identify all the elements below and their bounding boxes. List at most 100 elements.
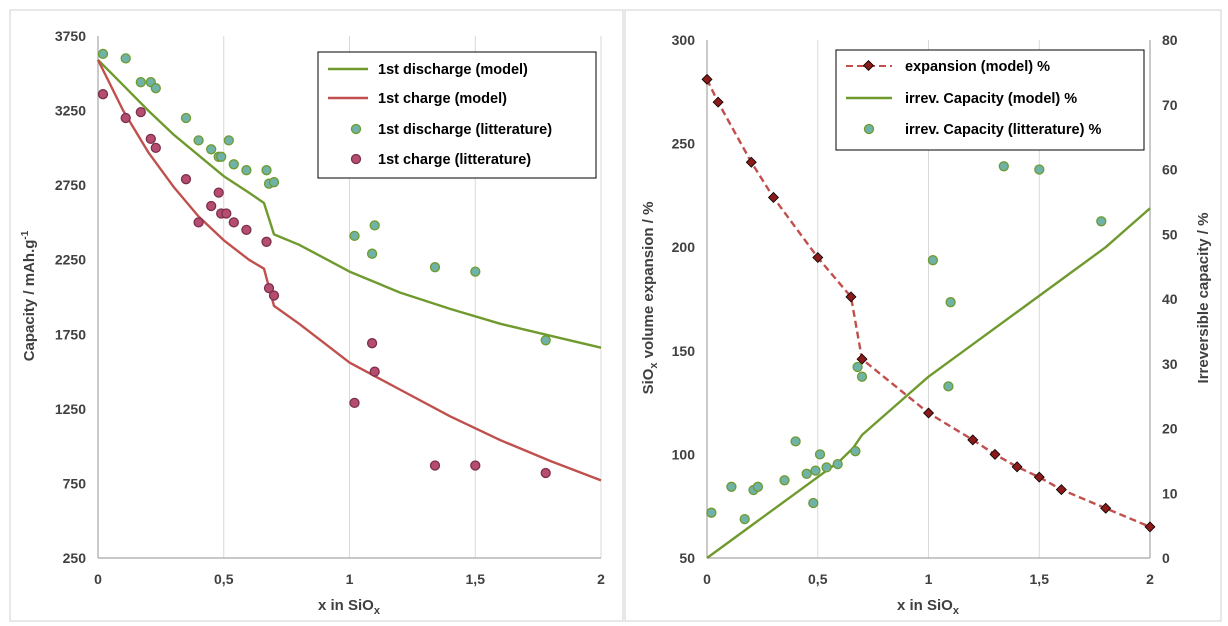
- legend-entry-1st-charge-model: 1st charge (model): [328, 91, 507, 107]
- scatter-point: [206, 200, 217, 212]
- scatter-point: [1096, 216, 1107, 227]
- y-tick-label: 3750: [55, 28, 86, 44]
- legend-entry-1st-charge-litterature: 1st charge (litterature): [350, 152, 531, 168]
- scatter-point: [540, 335, 551, 346]
- series-line-1: [96, 59, 602, 482]
- expansion-chart: 0 0,5 1 1,5 25010015020025030001020304050607…: [640, 32, 1212, 617]
- scatter-point: [832, 458, 843, 470]
- scatter-point: [1034, 164, 1045, 175]
- diamond-marker: [812, 252, 824, 264]
- y2-tick-label: 30: [1162, 356, 1178, 372]
- scatter-point: [821, 462, 832, 473]
- capacity-chart-lines: [96, 59, 602, 482]
- y-tick-label: 2750: [55, 177, 86, 193]
- diamond-marker: [967, 434, 979, 446]
- y2-tick-label: 80: [1162, 32, 1178, 48]
- x-tick-label: 1,5: [466, 571, 486, 587]
- y2-tick-label: 60: [1162, 162, 1178, 178]
- scatter-point: [193, 135, 204, 146]
- y2-tick-label: 50: [1162, 226, 1178, 242]
- scatter-point: [850, 446, 861, 457]
- x-tick-label: 2: [1146, 571, 1154, 587]
- scatter-point: [779, 475, 790, 486]
- expansion-legend-box: [835, 49, 1145, 151]
- y2-tick-label: 0: [1162, 550, 1170, 566]
- legend-label: 1st charge (litterature): [378, 152, 531, 168]
- scatter-point: [801, 468, 812, 479]
- diamond-marker: [712, 96, 724, 108]
- diamond-marker: [1100, 502, 1112, 514]
- scatter-point: [349, 397, 360, 409]
- scatter-point: [856, 371, 868, 382]
- scatter-point: [366, 338, 378, 349]
- capacity-chart-points: [97, 48, 551, 479]
- scatter-point: [268, 290, 280, 301]
- series-line-0: [97, 59, 602, 349]
- diamond-marker: [845, 291, 857, 303]
- legend-entry-irrev-capacity-litterature: irrev. Capacity (litterature) %: [863, 122, 1101, 138]
- y-tick-label: 1250: [55, 401, 86, 417]
- diamond-marker: [1055, 484, 1067, 496]
- scatter-point: [216, 151, 227, 162]
- scatter-point: [150, 142, 161, 154]
- capacity-chart-x-axis-label: x in SiOx: [318, 597, 381, 617]
- diamond-marker: [767, 191, 779, 203]
- y-tick-label: 1750: [55, 326, 86, 342]
- x-tick-label: 1,5: [1030, 571, 1050, 587]
- y-tick-label: 200: [672, 239, 696, 255]
- scatter-point: [726, 481, 737, 492]
- scatter-point: [180, 112, 192, 124]
- scatter-point: [97, 48, 109, 60]
- scatter-point: [97, 89, 109, 100]
- y-tick-label: 50: [679, 550, 695, 566]
- y2-tick-label: 10: [1162, 485, 1178, 501]
- scatter-point: [228, 217, 239, 228]
- legend-entry-1st-discharge-model: 1st discharge (model): [328, 62, 528, 78]
- scatter-point: [927, 255, 939, 266]
- scatter-point: [263, 282, 275, 294]
- scatter-point: [943, 381, 954, 392]
- scatter-point: [223, 135, 234, 146]
- expansion-chart-x-axis-label: x in SiOx: [897, 597, 960, 617]
- series-line-1: [706, 207, 1151, 559]
- scatter-point: [810, 465, 821, 476]
- scatter-point: [150, 83, 161, 94]
- scatter-point: [135, 77, 146, 88]
- legend-label: 1st discharge (litterature): [378, 122, 552, 138]
- expansion-chart-tick-labels: 0 0,5 1 1,5 25010015020025030001020304050607…: [672, 32, 1178, 587]
- x-tick-label: 0,5: [214, 571, 234, 587]
- legend-swatch-diamond-marker: [862, 59, 875, 72]
- y-tick-label: 300: [672, 32, 696, 48]
- diamond-marker: [701, 73, 713, 85]
- y-tick-label: 150: [672, 343, 696, 359]
- y-tick-label: 250: [63, 550, 87, 566]
- y2-tick-label: 20: [1162, 421, 1178, 437]
- scatter-point: [429, 460, 441, 471]
- legend-entry-1st-discharge-litterature: 1st discharge (litterature): [350, 122, 552, 138]
- y2-tick-label: 40: [1162, 291, 1178, 307]
- scatter-point: [241, 165, 252, 176]
- diamond-marker: [1144, 521, 1156, 533]
- diamond-marker: [989, 448, 1001, 460]
- legend-swatch-red-marker: [350, 153, 362, 165]
- x-tick-label: 0: [703, 571, 711, 587]
- scatter-point: [228, 159, 239, 170]
- x-tick-label: 1: [925, 571, 933, 587]
- y-tick-label: 250: [672, 136, 696, 152]
- x-tick-label: 1: [346, 571, 354, 587]
- expansion-chart-y2-axis-label: Irreversible capacity / %: [1195, 213, 1212, 384]
- x-tick-label: 0,5: [808, 571, 828, 587]
- scatter-point: [120, 53, 131, 64]
- expansion-chart-points: [701, 73, 1156, 533]
- y-tick-label: 3250: [55, 103, 86, 119]
- scatter-point: [739, 513, 750, 525]
- scatter-point: [945, 297, 956, 308]
- scatter-point: [429, 262, 441, 273]
- scatter-point: [120, 112, 131, 124]
- scatter-point: [213, 187, 224, 198]
- scatter-point: [470, 266, 481, 277]
- scatter-point: [706, 507, 717, 518]
- capacity-chart-legend: 1st discharge (model) 1st charge (model)…: [317, 51, 597, 179]
